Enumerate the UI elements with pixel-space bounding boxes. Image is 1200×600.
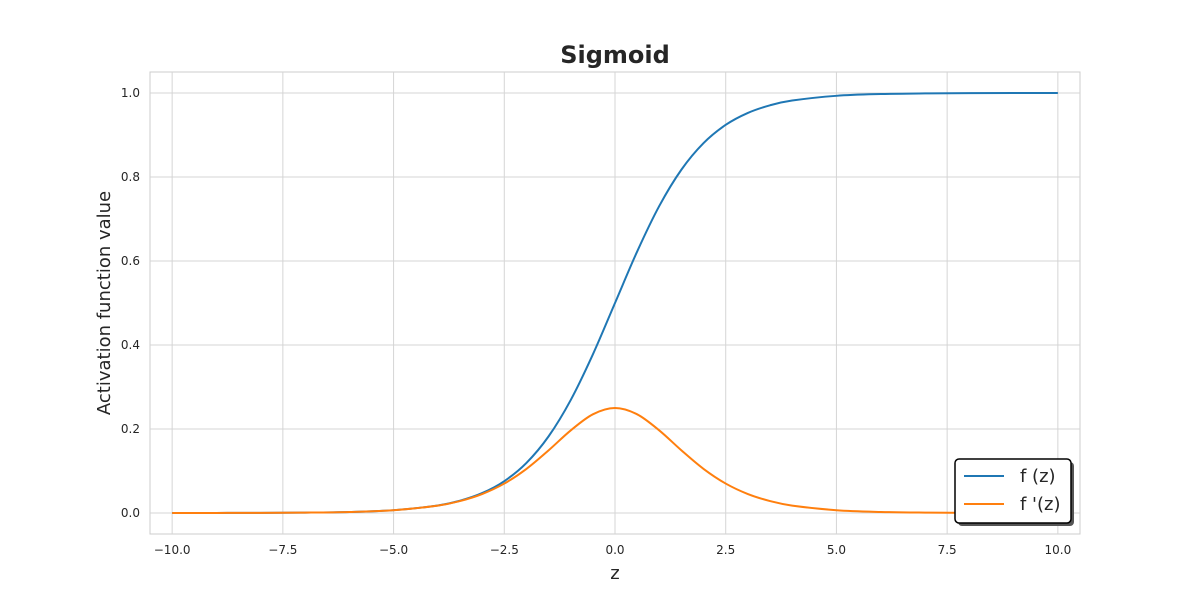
y-tick-label: 0.6 — [121, 254, 140, 268]
x-tick-label: −7.5 — [268, 543, 297, 557]
x-tick-label: −2.5 — [490, 543, 519, 557]
x-tick-label: −10.0 — [154, 543, 191, 557]
y-tick-label: 0.2 — [121, 422, 140, 436]
y-axis-label: Activation function value — [94, 191, 115, 415]
y-tick-label: 1.0 — [121, 86, 140, 100]
legend-label-f-z: f (z) — [1020, 466, 1056, 487]
x-tick-label: −5.0 — [379, 543, 408, 557]
plot-area: −10.0 −7.5 −5.0 −2.5 0.0 2.5 5.0 7.5 10.0 0.0 0.2 0… — [121, 71, 1081, 557]
x-tick-label: 0.0 — [605, 543, 624, 557]
x-tick-label: 2.5 — [716, 543, 735, 557]
legend: f (z) f '(z) — [954, 458, 1074, 526]
y-tick-label: 0.0 — [121, 506, 140, 520]
y-tick-label: 0.4 — [121, 338, 140, 352]
tick-labels: −10.0 −7.5 −5.0 −2.5 0.0 2.5 5.0 7.5 10.0 0.0 0.2 0… — [121, 86, 1071, 557]
x-tick-label: 10.0 — [1044, 543, 1071, 557]
x-tick-label: 5.0 — [827, 543, 846, 557]
y-tick-label: 0.8 — [121, 170, 140, 184]
legend-label-f-prime-z: f '(z) — [1020, 494, 1061, 515]
x-axis-label: z — [610, 563, 619, 584]
series-line-f-prime-z — [172, 407, 1058, 514]
series-lines — [172, 92, 1058, 514]
chart-title: Sigmoid — [560, 41, 670, 69]
x-tick-label: 7.5 — [938, 543, 957, 557]
